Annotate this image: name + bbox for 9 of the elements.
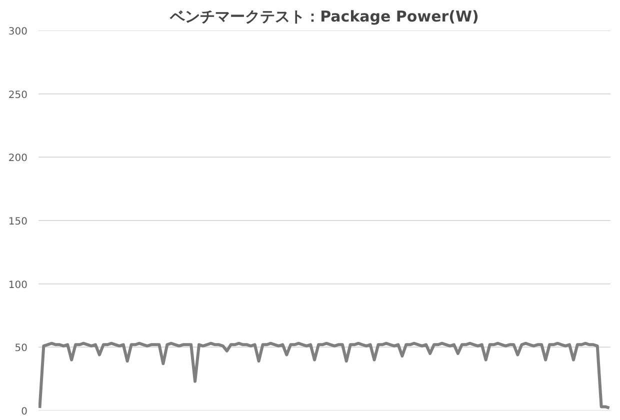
y-tick-label: 300	[8, 26, 28, 38]
y-tick-label: 250	[8, 90, 28, 101]
chart-title: ベンチマークテスト：Package Power(W)	[169, 8, 479, 26]
y-tick-label: 0	[21, 406, 28, 418]
y-tick-label: 50	[14, 343, 28, 354]
y-tick-label: 150	[8, 216, 28, 228]
y-tick-label: 100	[8, 280, 28, 291]
line-series	[38, 342, 610, 410]
y-tick-label: 200	[8, 153, 28, 164]
